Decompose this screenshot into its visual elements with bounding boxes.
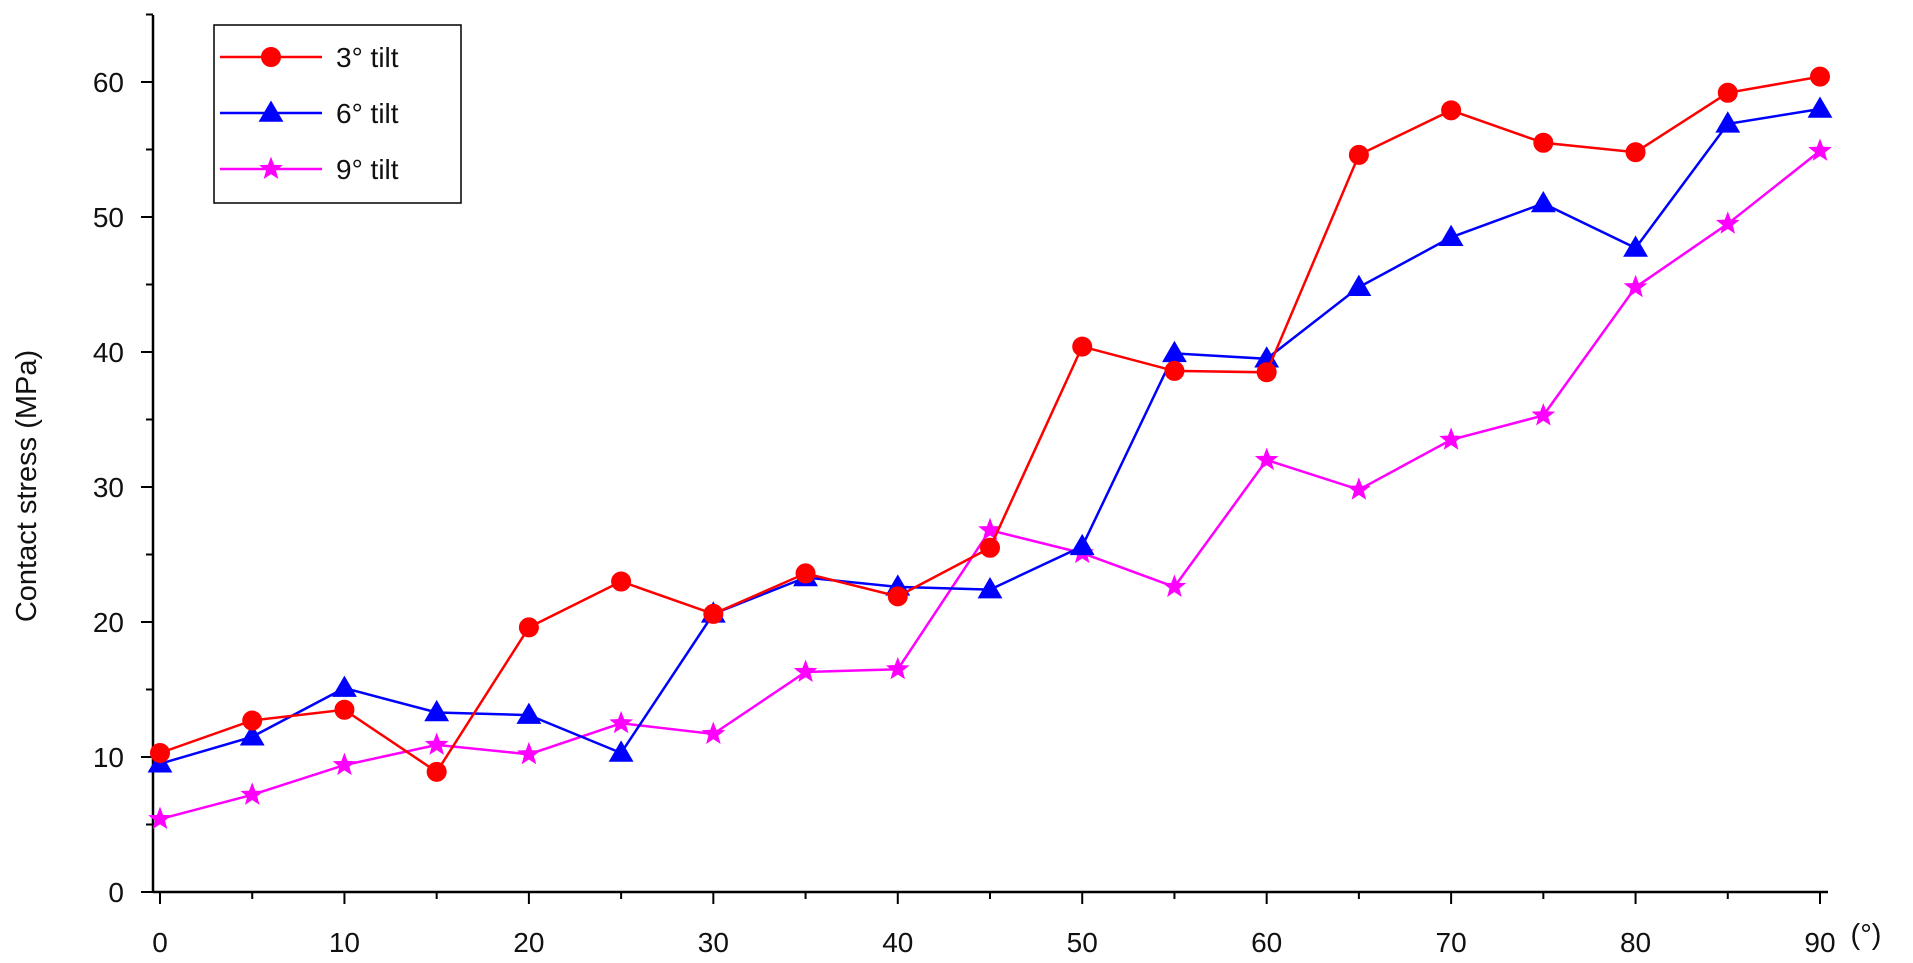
series-line <box>159 107 1821 765</box>
legend-marker <box>258 100 284 122</box>
legend-marker <box>259 156 283 180</box>
data-point <box>1348 144 1369 165</box>
data-point <box>1072 336 1093 357</box>
y-tick-label: 30 <box>93 472 124 503</box>
data-point <box>518 617 539 638</box>
data-point <box>1346 274 1372 296</box>
data-point <box>424 732 449 755</box>
data-point <box>334 699 355 720</box>
series-1 <box>150 66 1830 782</box>
legend-entry: 9° tilt <box>220 154 399 185</box>
data-point <box>609 710 633 734</box>
legend-entry: 6° tilt <box>220 98 399 129</box>
data-point <box>795 563 816 584</box>
data-point <box>701 721 726 745</box>
data-point <box>1347 477 1371 500</box>
data-point <box>239 724 265 746</box>
legend-label: 9° tilt <box>336 154 399 185</box>
data-point <box>1715 111 1741 133</box>
y-tick-label: 40 <box>93 337 124 368</box>
data-point <box>1531 403 1556 426</box>
series-3 <box>148 138 1832 830</box>
data-point <box>517 741 541 765</box>
legend-marker <box>261 47 281 67</box>
data-point <box>1717 82 1738 103</box>
legend-label: 3° tilt <box>336 42 399 73</box>
data-point <box>1256 362 1277 383</box>
y-tick-label: 0 <box>108 877 124 908</box>
legend-entry: 3° tilt <box>220 42 399 73</box>
data-point <box>793 659 818 682</box>
x-tick-label: 90 <box>1804 927 1835 958</box>
data-point <box>1162 574 1187 597</box>
data-point <box>242 710 263 731</box>
data-point <box>424 699 450 722</box>
data-point <box>1441 100 1462 121</box>
data-point <box>150 742 170 763</box>
data-point <box>240 782 265 805</box>
x-tick-label: 40 <box>882 927 913 958</box>
x-tick-label: 10 <box>329 927 360 958</box>
axes: 0 10 20 30 40 50 60 70 80 90 0 10 20 30 40 50 60 <box>93 13 1836 958</box>
legend-label: 6° tilt <box>336 98 399 129</box>
data-point <box>1438 224 1464 246</box>
data-point <box>885 656 910 680</box>
data-point <box>148 806 172 830</box>
x-tick-label: 60 <box>1251 927 1282 958</box>
x-tick-label: 70 <box>1436 927 1467 958</box>
data-point <box>1069 533 1095 556</box>
y-tick-label: 50 <box>93 202 124 233</box>
data-point <box>1623 274 1648 298</box>
data-point <box>703 603 724 624</box>
x-tick-label: 0 <box>152 927 168 958</box>
data-point <box>1625 142 1646 163</box>
y-tick-label: 60 <box>93 67 124 98</box>
data-point <box>1162 340 1187 363</box>
data-point <box>977 577 1003 599</box>
y-axis-label: Contact stress (MPa) <box>11 350 43 622</box>
data-point <box>1530 190 1556 213</box>
data-point <box>608 740 634 762</box>
data-point <box>978 517 1002 541</box>
data-point <box>1623 235 1648 257</box>
data-point <box>1810 66 1830 87</box>
x-tick-label: 80 <box>1620 927 1651 958</box>
data-point <box>1254 447 1279 471</box>
x-tick-label: 30 <box>698 927 729 958</box>
y-tick-label: 20 <box>93 607 124 638</box>
data-point <box>516 702 542 724</box>
data-point <box>1808 138 1832 161</box>
data-point <box>1439 427 1463 450</box>
data-point <box>332 675 357 697</box>
legend: 3° tilt 6° tilt 9° tilt <box>213 24 462 204</box>
plot-area <box>147 66 1833 830</box>
data-point <box>1164 360 1185 381</box>
y-tick-label: 10 <box>93 742 124 773</box>
x-tick-label: 50 <box>1067 927 1098 958</box>
data-point <box>426 761 447 782</box>
data-point <box>611 571 632 592</box>
data-point <box>1807 96 1833 118</box>
data-point <box>887 586 908 607</box>
series-line <box>159 149 1821 821</box>
data-point <box>980 537 1000 558</box>
data-point <box>1533 132 1554 153</box>
x-tick-label: 20 <box>513 927 544 958</box>
data-point <box>1715 211 1740 234</box>
data-point <box>332 752 357 776</box>
x-axis-unit-label: (°) <box>1851 919 1882 951</box>
